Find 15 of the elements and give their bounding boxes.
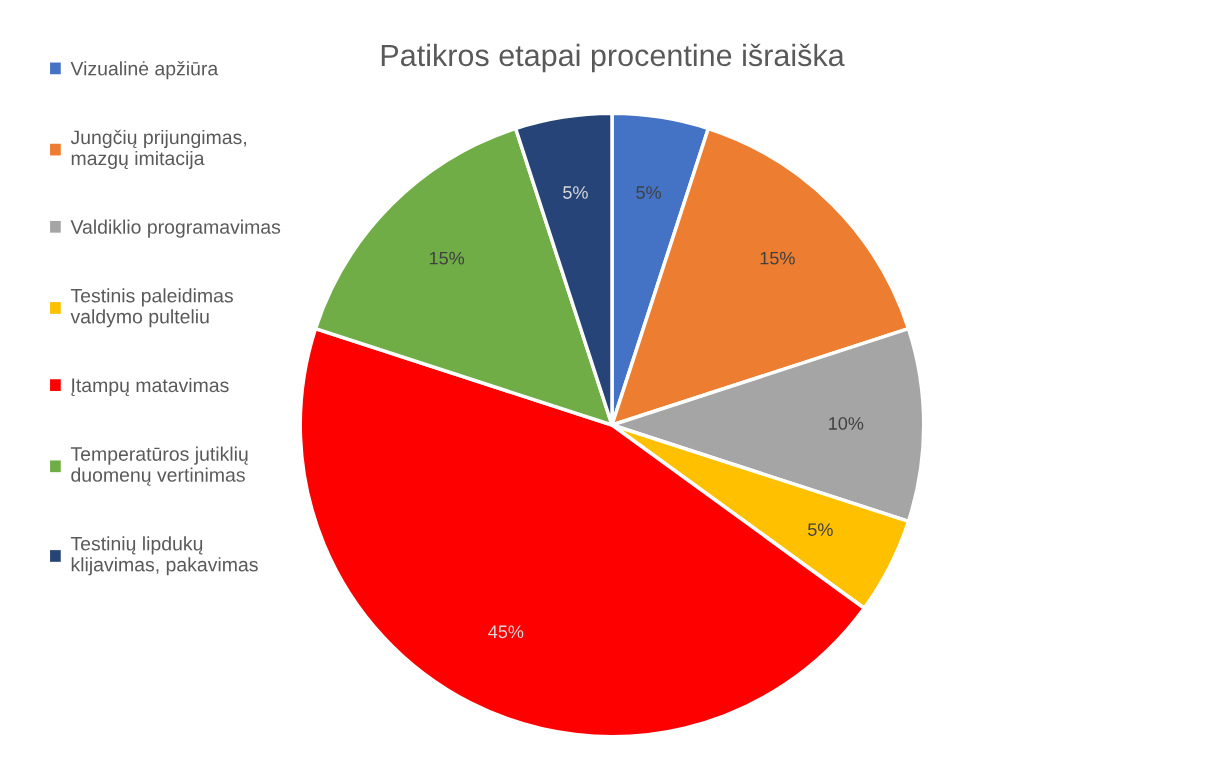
data-label: 5% bbox=[636, 186, 661, 199]
data-label: 15% bbox=[760, 251, 795, 265]
legend-label: Įtampų matavimas bbox=[71, 377, 229, 397]
legend-label: Testinis paleidimas valdymo pulteliu bbox=[70, 288, 233, 328]
legend-label: Valdiklio programavimas bbox=[70, 219, 281, 238]
legend-label: Jungčių prijungimas, mazgų imitacija bbox=[70, 129, 246, 170]
data-label: 5% bbox=[808, 523, 833, 536]
data-label: 15% bbox=[429, 251, 465, 265]
data-label: 10% bbox=[829, 417, 864, 430]
legend-label: Vizualinė apžiūra bbox=[70, 61, 219, 80]
chart-title: Patikros etapai procentine išraiška bbox=[381, 43, 845, 73]
legend-label: Temperatūros jutiklių duomenų vertinimas bbox=[70, 446, 248, 486]
data-label: 5% bbox=[563, 186, 588, 199]
data-label: 45% bbox=[488, 625, 524, 639]
legend-label: Testinių lipdukų klijavimas, pakavimas bbox=[70, 536, 258, 576]
